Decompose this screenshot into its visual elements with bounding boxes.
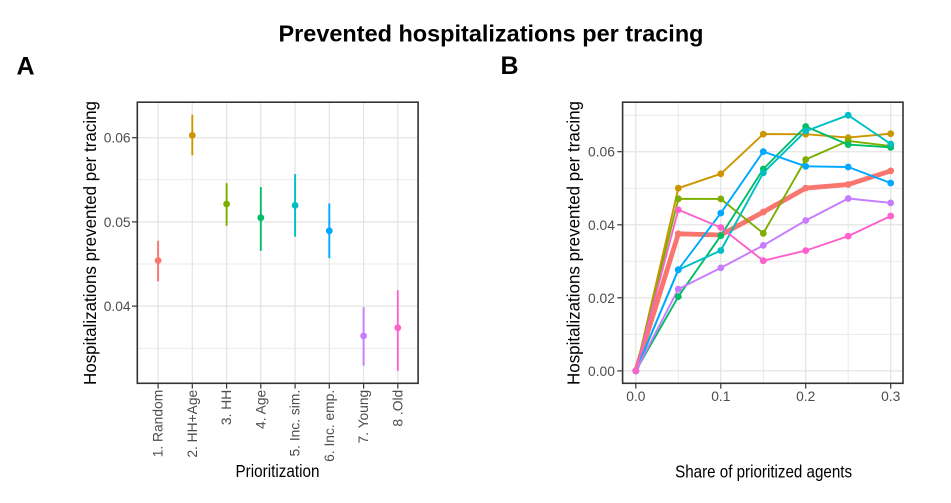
svg-text:0.06: 0.06 — [588, 145, 615, 160]
svg-text:1. Random: 1. Random — [151, 390, 166, 458]
svg-text:2. HH+Age: 2. HH+Age — [185, 389, 200, 457]
svg-text:3. HH: 3. HH — [219, 390, 234, 425]
svg-text:A: A — [17, 52, 35, 80]
svg-text:0.1: 0.1 — [711, 389, 730, 404]
svg-text:0.06: 0.06 — [104, 131, 131, 146]
svg-text:4. Age: 4. Age — [253, 389, 268, 428]
svg-text:Prevented hospitalizations per: Prevented hospitalizations per tracing — [279, 20, 704, 46]
svg-text:Prioritization: Prioritization — [236, 461, 320, 481]
svg-text:6. Inc. emp.: 6. Inc. emp. — [322, 390, 337, 462]
svg-text:0.04: 0.04 — [104, 299, 131, 314]
svg-text:0.04: 0.04 — [588, 218, 615, 233]
svg-text:0.00: 0.00 — [588, 364, 615, 379]
svg-text:0.0: 0.0 — [626, 389, 646, 404]
svg-text:7. Young: 7. Young — [356, 390, 371, 444]
svg-text:5. Inc. sim.: 5. Inc. sim. — [288, 390, 303, 457]
svg-text:Share of prioritized agents: Share of prioritized agents — [675, 461, 852, 481]
svg-text:0.05: 0.05 — [104, 215, 131, 230]
svg-text:Hospitalizations prevented per: Hospitalizations prevented per tracing — [564, 101, 584, 385]
svg-text:B: B — [501, 52, 519, 80]
svg-text:0.3: 0.3 — [881, 389, 901, 404]
svg-text:8 .Old: 8 .Old — [390, 390, 405, 427]
svg-text:0.2: 0.2 — [796, 389, 815, 404]
svg-text:0.02: 0.02 — [588, 291, 615, 306]
svg-text:Hospitalizations prevented per: Hospitalizations prevented per tracing — [80, 101, 100, 385]
